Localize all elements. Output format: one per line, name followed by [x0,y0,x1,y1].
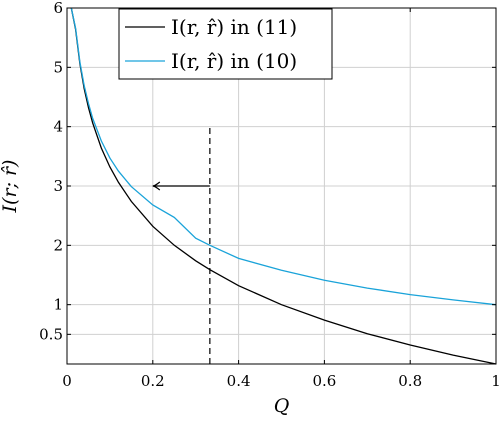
legend-box [118,8,333,80]
x-axis-label: Q [274,395,290,417]
y-tick-label-4: 4 [53,118,63,136]
y-tick-label-3: 3 [53,177,63,195]
x-tick-label-4: 0.8 [398,372,422,390]
y-axis-label: I(r; r̂) [0,160,21,214]
x-tick-label-2: 0.4 [227,372,251,390]
y-tick-label-0: 0.5 [39,325,63,343]
x-tick-label-0: 0 [62,372,72,390]
y-tick-label-1: 1 [53,296,63,314]
legend-entry-series-10: I(r, r̂) in (10) [171,49,297,73]
axis-ticks: 0 0.2 0.4 0.6 0.8 1 0.5 1 2 3 4 5 6 [39,0,501,390]
legend-entry-series-11: I(r, r̂) in (11) [171,15,297,39]
y-tick-label-5: 5 [53,58,63,76]
y-tick-label-6: 6 [53,0,63,17]
legend: I(r, r̂) in (11) I(r, r̂) in (10) [118,8,333,80]
x-tick-label-5: 1 [491,372,501,390]
series-line-0 [70,7,497,365]
y-tick-label-2: 2 [53,236,63,254]
x-tick-label-3: 0.6 [312,372,336,390]
arrow-head [152,181,161,191]
x-tick-label-1: 0.2 [141,372,165,390]
series-line-1 [70,7,497,306]
annotations [152,126,211,364]
series-group [70,7,497,365]
